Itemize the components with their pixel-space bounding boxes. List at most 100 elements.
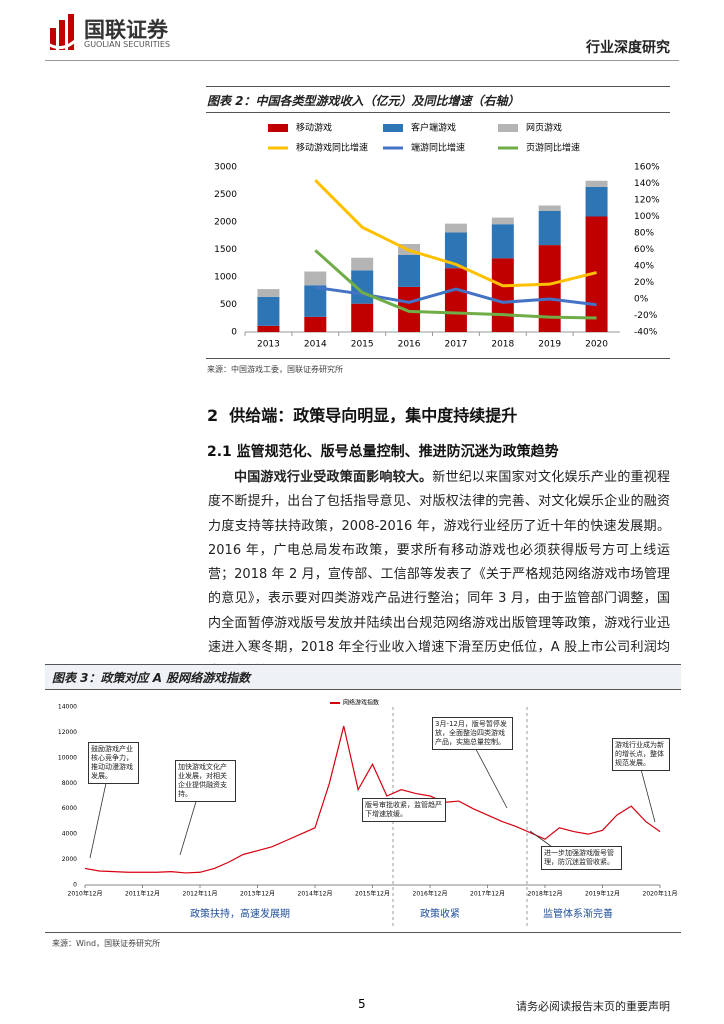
y-tick-label: 4000: [62, 831, 77, 838]
y-tick-label: 10000: [58, 754, 77, 761]
y-tick-label: 8000: [62, 780, 77, 787]
source: 来源：Wind，国联证券研究所: [52, 939, 161, 948]
logo-icon: [48, 14, 80, 50]
x-tick-label: 2014年12月: [298, 890, 333, 898]
annotation: 游戏行业成为新的增长点，整体规范发展。: [612, 738, 670, 771]
bar: [351, 257, 374, 271]
x-tick-label: 2013: [257, 340, 280, 350]
line: [84, 725, 661, 874]
legend-swatch: [498, 124, 518, 132]
legend-label: 移动游戏: [296, 122, 332, 134]
legend-label: 客户端游戏: [411, 122, 456, 134]
bar: [491, 217, 514, 225]
bar: [398, 255, 421, 287]
x-tick-label: 2016: [398, 340, 421, 350]
legend-label: 端游同比增速: [411, 142, 465, 154]
legend-label: 移动游戏同比增速: [296, 142, 368, 154]
phase-label: 监管体系渐完善: [543, 907, 613, 920]
page-number: 5: [358, 997, 366, 1011]
phase-label: 政策扶持，高速发展期: [190, 907, 290, 920]
x-tick-label: 2017年12月: [470, 890, 505, 898]
phase-label: 政策收紧: [420, 907, 460, 920]
x-tick-label: 2017: [444, 340, 467, 350]
annotation: 3月-12月，版号暂停发放，全面整治四类游戏产品，实施总量控制。: [432, 717, 513, 750]
x-tick-label: 2019年12月: [585, 890, 620, 898]
legend-swatch: [268, 124, 288, 132]
annotation: 加快游戏文化产业发展，对相关企业提供融资支持。: [175, 760, 236, 802]
section-heading: 2 供给端：政策导向明显，集中度持续提升: [207, 406, 518, 425]
bar: [444, 268, 467, 332]
chart-wrap: 0 2000 4000 6000 8000 10000 12000 14000 2010年12月…: [45, 695, 685, 935]
bar: [304, 316, 327, 332]
body-text: 新世纪以来国家对文化娱乐产业的重视程度不断提升，出台了包括指导意见、对版权法律的…: [208, 470, 670, 679]
chart: 0 2000 4000 6000 8000 10000 12000 14000 2010年12月…: [58, 699, 678, 927]
header-rule: [45, 60, 679, 61]
bar: [491, 224, 514, 259]
lead: 中国游戏行业受政策面影响较大。: [234, 470, 433, 485]
subheading: 2.1 监管规范化、版号总量控制、推进防沉迷为政策趋势: [207, 444, 559, 460]
legend-label: 页游同比增速: [526, 142, 580, 154]
bar: [585, 180, 608, 187]
y2-tick-label: 160%: [634, 163, 660, 173]
legend-label: 网页游戏: [526, 122, 562, 134]
y2-tick-label: 100%: [634, 212, 660, 222]
rule: [206, 358, 670, 359]
bar: [538, 211, 561, 246]
paragraph: 中国游戏行业受政策面影响较大。新世纪以来国家对文化娱乐产业的重视程度不断提升，出…: [208, 466, 670, 685]
y2-tick-label: 20%: [634, 278, 654, 288]
line: [314, 249, 597, 320]
rule: [206, 86, 670, 87]
y2-tick-label: -40%: [634, 328, 658, 338]
logo-cn: 国联证券: [84, 18, 168, 42]
bar: [491, 258, 514, 332]
y-tick-label: 2500: [214, 190, 237, 200]
y-tick-label: 3000: [214, 163, 237, 173]
y-tick-label: 2000: [62, 856, 77, 863]
figure-title: 图表 2：中国各类型游戏收入（亿元）及同比增速（右轴）: [207, 94, 520, 108]
chart: 0 500 1000 1500 2000 2500 3000 -40% -20% 0% 20% 40%…: [214, 122, 660, 350]
legend-label: 网络游戏指数: [343, 699, 379, 707]
y-tick-label: 0: [73, 882, 77, 889]
x-tick-label: 2013年12月: [240, 890, 275, 898]
y-tick-label: 0: [231, 328, 237, 338]
y-tick-label: 500: [220, 300, 237, 310]
bar: [444, 223, 467, 233]
y2-tick-label: 60%: [634, 245, 654, 255]
figure-title: 图表 3：政策对应 A 股网络游戏指数: [52, 671, 251, 685]
annotation: 版号审批收紧，监管趋严下增速放缓。: [362, 798, 446, 822]
y2-tick-label: 120%: [634, 196, 660, 206]
bar: [351, 303, 374, 332]
bar: [257, 325, 280, 332]
bar: [585, 186, 608, 217]
bar: [257, 296, 280, 326]
line: [314, 179, 597, 288]
report-type: 行业深度研究: [586, 40, 670, 56]
figure-bar: [45, 664, 681, 690]
y-tick-label: 2000: [214, 218, 237, 228]
x-tick-label: 2015年12月: [355, 890, 390, 898]
y2-tick-label: 0%: [634, 295, 649, 305]
rule: [206, 112, 670, 113]
y2-tick-label: 80%: [634, 229, 654, 239]
y2-tick-label: 40%: [634, 262, 654, 272]
bar: [398, 286, 421, 332]
line: [315, 285, 597, 307]
bar: [304, 285, 327, 317]
annotation: 进一步加强游戏版号管理，防沉迷监管收紧。: [541, 846, 622, 870]
y-tick-label: 1000: [214, 273, 237, 283]
x-tick-label: 2020年11月: [643, 890, 678, 898]
x-tick-label: 2015: [351, 340, 374, 350]
x-tick-label: 2016年12月: [413, 890, 448, 898]
source: 来源：中国游戏工委，国联证券研究所: [207, 365, 343, 374]
x-tick-label: 2018年12月: [528, 890, 563, 898]
disclaimer: 请务必阅读报告末页的重要声明: [516, 1000, 670, 1013]
y-tick-label: 12000: [58, 729, 77, 736]
x-tick-label: 2012年11月: [183, 890, 218, 898]
rule: [45, 932, 681, 933]
x-tick-label: 2010年12月: [68, 890, 103, 898]
bar: [538, 205, 561, 211]
logo-en: GUOLIAN SECURITIES: [84, 40, 171, 49]
bar: [538, 245, 561, 332]
y2-tick-label: 140%: [634, 179, 660, 189]
